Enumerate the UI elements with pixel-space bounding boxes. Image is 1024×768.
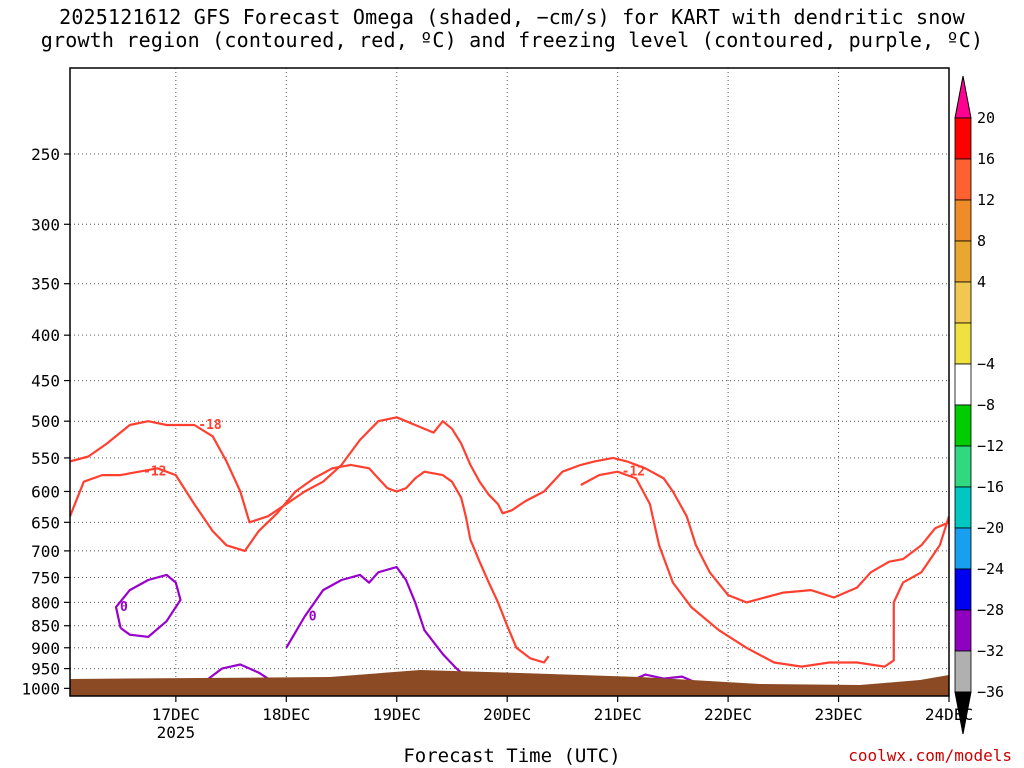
- colorbar-swatch: [954, 445, 972, 488]
- colorbar-label: 20: [977, 109, 995, 127]
- y-tick-label: 850: [31, 617, 60, 636]
- colorbar-label: −20: [977, 519, 1004, 537]
- contour-label: -12: [143, 465, 166, 480]
- colorbar-swatch: [954, 486, 972, 529]
- y-tick-label: 600: [31, 482, 60, 501]
- y-axis: 250 300 350 400 450 500 550 600 650 700 750 800 850 9…: [21, 145, 70, 698]
- colorbar-label: −4: [977, 355, 995, 373]
- colorbar-label: −16: [977, 478, 1004, 496]
- y-tick-label: 500: [31, 412, 60, 431]
- plot-background: [70, 68, 949, 696]
- y-tick-label: 950: [31, 660, 60, 679]
- y-tick-label: 1000: [21, 679, 60, 698]
- x-axis: 17DEC 18DEC 19DEC 20DEC 21DEC 22DEC 23DEC 24DEC…: [152, 696, 973, 742]
- contour-label: 0: [120, 600, 128, 615]
- y-tick-label: 300: [31, 215, 60, 234]
- chart-title-line-2: growth region (contoured, red, ºC) and f…: [40, 28, 984, 52]
- freezing-level-contour: [202, 663, 278, 686]
- x-year-label: 2025: [157, 723, 196, 742]
- dgz-contour: [580, 470, 949, 668]
- contour-label: -12: [622, 465, 645, 480]
- y-tick-label: 250: [31, 145, 60, 164]
- x-tick-label: 19DEC: [373, 705, 421, 724]
- colorbar-swatch: [954, 568, 972, 611]
- dgz-contour: [70, 416, 949, 604]
- y-tick-label: 750: [31, 568, 60, 587]
- contour-label: 0: [309, 610, 317, 625]
- y-tick-label: 700: [31, 542, 60, 561]
- x-tick-label: 22DEC: [704, 705, 752, 724]
- colorbar-swatch: [954, 609, 972, 652]
- y-tick-label: 650: [31, 513, 60, 532]
- colorbar-label: −36: [977, 683, 1004, 701]
- colorbar-swatch: [954, 404, 972, 447]
- y-tick-label: 400: [31, 326, 60, 345]
- x-tick-label: 21DEC: [594, 705, 642, 724]
- terrain-ground: [70, 670, 949, 696]
- colorbar-swatch: [954, 322, 972, 365]
- contour-label: -18: [198, 418, 222, 433]
- colorbar-swatch: [954, 650, 972, 693]
- y-tick-label: 350: [31, 275, 60, 294]
- y-tick-label: 900: [31, 639, 60, 658]
- plot-frame: [69, 67, 950, 697]
- y-tick-label: 800: [31, 593, 60, 612]
- x-tick-label: 17DEC: [152, 705, 200, 724]
- colorbar-swatch: [954, 363, 972, 406]
- y-tick-label: 550: [31, 449, 60, 468]
- colorbar-label: −12: [977, 437, 1004, 455]
- colorbar-label: 8: [977, 232, 986, 250]
- colorbar-swatch: [954, 158, 972, 201]
- colorbar: 20 16 12 8 4 −4 −8 −12 −16 −20 −24 −28 −32 −36: [954, 75, 1004, 735]
- chart-title-line-1: 2025121612 GFS Forecast Omega (shaded, −…: [59, 5, 965, 29]
- colorbar-bottom-arrow: [954, 691, 972, 735]
- colorbar-swatch: [954, 281, 972, 324]
- colorbar-swatch: [954, 117, 972, 160]
- plot-area: -12 -18 -12 0 0: [70, 68, 949, 696]
- freezing-level-contour: [285, 566, 472, 682]
- chart-title: 2025121612 GFS Forecast Omega (shaded, −…: [0, 6, 1024, 52]
- colorbar-label: 12: [977, 191, 995, 209]
- colorbar-label: −8: [977, 396, 995, 414]
- dgz-contour: [70, 463, 550, 664]
- colorbar-label: 4: [977, 273, 986, 291]
- x-axis-title: Forecast Time (UTC): [403, 745, 621, 767]
- credit-link[interactable]: coolwx.com/models: [848, 746, 1012, 765]
- colorbar-label: −28: [977, 601, 1004, 619]
- colorbar-swatch: [954, 527, 972, 570]
- colorbar-top-arrow: [954, 75, 972, 119]
- colorbar-swatch: [954, 240, 972, 283]
- colorbar-swatch: [954, 199, 972, 242]
- freezing-level-contour: [114, 573, 182, 638]
- x-tick-label: 23DEC: [814, 705, 862, 724]
- colorbar-label: −24: [977, 560, 1004, 578]
- x-tick-label: 20DEC: [483, 705, 531, 724]
- x-tick-label: 18DEC: [262, 705, 310, 724]
- colorbar-label: −32: [977, 642, 1004, 660]
- colorbar-label: 16: [977, 150, 995, 168]
- y-tick-label: 450: [31, 372, 60, 391]
